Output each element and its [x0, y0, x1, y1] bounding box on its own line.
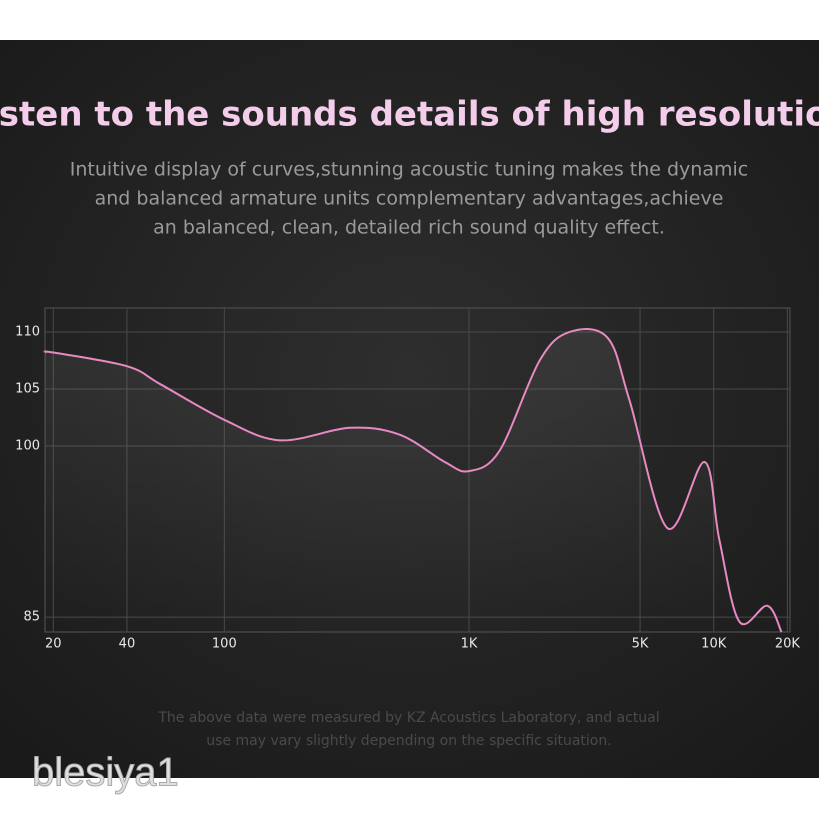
y-tick-label: 105: [15, 382, 40, 397]
y-tick-label: 110: [15, 324, 40, 339]
subtitle-line: an balanced, clean, detailed rich sound …: [153, 217, 665, 239]
subtitle-line: Intuitive display of curves,stunning aco…: [70, 159, 748, 181]
watermark: blesiya1: [32, 751, 179, 795]
title: Listen to the sounds details of high res…: [0, 95, 819, 135]
footnote: use may vary slightly depending on the s…: [206, 733, 611, 749]
footnote: The above data were measured by KZ Acous…: [157, 710, 659, 726]
x-tick-label: 20: [45, 637, 62, 652]
x-tick-label: 1K: [461, 637, 478, 652]
x-tick-label: 5K: [632, 637, 649, 652]
x-tick-label: 40: [119, 637, 136, 652]
x-tick-label: 20K: [775, 637, 801, 652]
x-tick-label: 100: [212, 637, 237, 652]
y-tick-label: 85: [23, 610, 40, 625]
curve-area: [44, 329, 782, 632]
subtitle-line: and balanced armature units complementar…: [95, 188, 724, 210]
frequency-curve: [43, 328, 783, 633]
x-tick-label: 10K: [701, 637, 727, 652]
y-tick-label: 100: [15, 439, 40, 454]
